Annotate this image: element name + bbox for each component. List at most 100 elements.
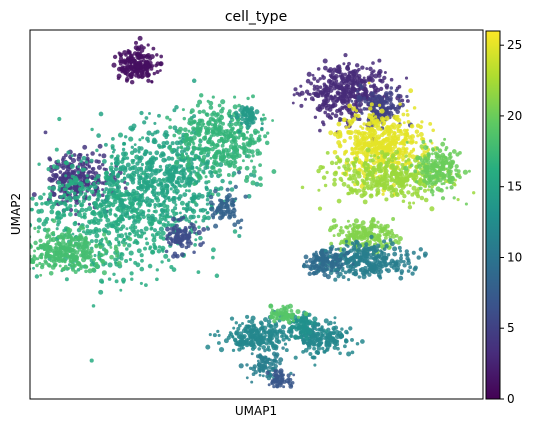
scatter-point [322, 122, 326, 127]
scatter-point [404, 253, 408, 257]
scatter-point [237, 153, 242, 159]
scatter-point [251, 154, 255, 158]
scatter-point [141, 179, 147, 184]
scatter-point [115, 184, 122, 190]
scatter-point [148, 175, 152, 180]
scatter-point [398, 275, 404, 281]
scatter-point [242, 150, 246, 154]
scatter-point [96, 133, 101, 138]
scatter-point [343, 270, 348, 275]
scatter-point [357, 231, 361, 234]
scatter-point [117, 240, 121, 244]
scatter-point [15, 244, 19, 248]
scatter-point [254, 109, 260, 115]
scatter-point [100, 237, 104, 241]
scatter-point [233, 95, 237, 99]
scatter-point [215, 112, 220, 117]
scatter-point [404, 76, 409, 80]
scatter-point [229, 187, 235, 192]
scatter-point [362, 182, 367, 186]
scatter-point [30, 267, 32, 271]
scatter-point [264, 140, 270, 146]
scatter-point [186, 244, 191, 248]
scatter-point [375, 151, 380, 155]
scatter-point [313, 265, 318, 271]
scatter-point [370, 217, 376, 222]
scatter-point [128, 237, 133, 242]
scatter-point [181, 168, 186, 173]
scatter-point [201, 218, 206, 223]
scatter-point [201, 154, 207, 160]
scatter-point [361, 229, 365, 233]
scatter-point [377, 58, 382, 63]
scatter-point [33, 249, 37, 253]
scatter-point [71, 256, 76, 261]
scatter-point [404, 154, 408, 158]
scatter-point [50, 231, 54, 236]
scatter-point [337, 166, 341, 170]
scatter-point [198, 235, 203, 241]
scatter-point [152, 71, 156, 76]
scatter-point [43, 259, 48, 264]
scatter-point [430, 158, 434, 163]
scatter-point [191, 214, 196, 220]
scatter-point [426, 160, 431, 165]
scatter-point [339, 85, 345, 91]
scatter-point [164, 158, 168, 162]
scatter-point [70, 189, 74, 193]
scatter-point [256, 130, 260, 134]
scatter-point [260, 126, 264, 131]
scatter-point [184, 132, 188, 137]
scatter-point [61, 267, 66, 272]
scatter-point [467, 169, 471, 173]
scatter-point [365, 147, 371, 153]
scatter-point [381, 251, 387, 257]
scatter-point [213, 223, 219, 229]
scatter-point [233, 184, 238, 190]
scatter-point [141, 136, 145, 140]
scatter-point [187, 141, 192, 146]
scatter-point [234, 197, 238, 201]
scatter-point [93, 177, 98, 182]
scatter-point [343, 150, 348, 155]
scatter-point [328, 228, 333, 233]
scatter-point [307, 271, 313, 277]
scatter-point [83, 264, 88, 268]
scatter-point [201, 159, 206, 164]
scatter-point [91, 166, 96, 171]
scatter-point [251, 94, 255, 99]
scatter-point [209, 173, 214, 178]
scatter-point [47, 185, 52, 191]
scatter-point [399, 271, 404, 276]
scatter-point [121, 157, 125, 162]
scatter-point [2, 179, 6, 183]
scatter-point [231, 174, 235, 178]
scatter-point [347, 237, 352, 242]
scatter-point [59, 242, 64, 246]
scatter-point [196, 214, 201, 219]
scatter-point [362, 76, 366, 80]
scatter-point [377, 103, 382, 107]
scatter-point [136, 56, 141, 61]
scatter-point [216, 149, 222, 155]
scatter-point [211, 110, 217, 115]
scatter-point [354, 109, 359, 113]
scatter-point [380, 96, 385, 101]
scatter-point [70, 252, 75, 257]
scatter-point [142, 120, 147, 125]
scatter-point [344, 239, 349, 244]
scatter-point [197, 99, 203, 105]
scatter-point [152, 209, 156, 213]
scatter-point [187, 129, 191, 133]
scatter-point [314, 333, 320, 339]
scatter-point [51, 218, 57, 224]
scatter-point [322, 82, 327, 87]
scatter-point [82, 215, 87, 220]
scatter-point [354, 239, 359, 245]
scatter-point [87, 170, 91, 174]
scatter-point [391, 217, 396, 221]
scatter-point [376, 111, 380, 115]
scatter-point [210, 129, 215, 134]
scatter-point [384, 92, 389, 97]
scatter-point [415, 155, 421, 161]
